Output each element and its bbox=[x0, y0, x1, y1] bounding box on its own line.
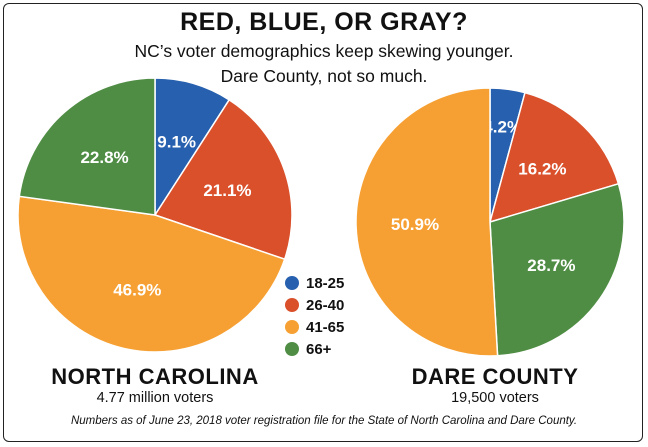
north-carolina-pie: 9.1% 21.1% 46.9% 22.8% bbox=[17, 77, 293, 353]
north-carolina-label-26-40: 21.1% bbox=[203, 181, 251, 200]
dare-county-pie: 4.2% 16.2% 28.7% 50.9% bbox=[355, 87, 625, 357]
chart-frame bbox=[3, 3, 643, 442]
chart-subtitle-line-2: Dare County, not so much. bbox=[220, 66, 428, 86]
dare-county-voter-count: 19,500 voters bbox=[451, 390, 539, 406]
north-carolina-slice-18-25 bbox=[154, 77, 231, 218]
north-carolina-voter-count: 4.77 million voters bbox=[96, 390, 214, 406]
legend-item-26-40: 26-40 bbox=[285, 294, 344, 316]
legend-label-18-25: 18-25 bbox=[306, 274, 345, 292]
north-carolina-title: NORTH CAROLINA bbox=[51, 364, 259, 389]
legend: 18-25 26-40 41-65 66+ bbox=[285, 272, 344, 360]
legend-swatch-41-65 bbox=[285, 320, 299, 334]
north-carolina-slice-41-65 bbox=[17, 195, 286, 353]
dare-county-slice-66-plus bbox=[489, 182, 625, 357]
dare-county-title: DARE COUNTY bbox=[411, 364, 579, 389]
dare-county-label-66-plus: 28.7% bbox=[527, 256, 575, 275]
chart-subtitle-line-1: NC’s voter demographics keep skewing you… bbox=[134, 41, 514, 61]
legend-label-66-plus: 66+ bbox=[306, 340, 332, 358]
north-carolina-slice-26-40 bbox=[153, 98, 293, 261]
dare-county-label-18-25: 4.2% bbox=[483, 117, 522, 136]
dare-county-label-41-65: 50.9% bbox=[391, 215, 439, 234]
dare-county-label-26-40: 16.2% bbox=[518, 159, 566, 178]
north-carolina-label-18-25: 9.1% bbox=[157, 132, 196, 151]
north-carolina-label-41-65: 46.9% bbox=[113, 281, 161, 300]
chart-title: RED, BLUE, OR GRAY? bbox=[180, 8, 468, 36]
legend-item-41-65: 41-65 bbox=[285, 316, 344, 338]
north-carolina-slice-66-plus bbox=[18, 77, 156, 216]
legend-label-41-65: 41-65 bbox=[306, 318, 345, 336]
legend-label-26-40: 26-40 bbox=[306, 296, 345, 314]
legend-swatch-26-40 bbox=[285, 298, 299, 312]
legend-item-18-25: 18-25 bbox=[285, 272, 344, 294]
dare-county-slice-26-40 bbox=[488, 91, 620, 224]
footnote: Numbers as of June 23, 2018 voter regist… bbox=[70, 415, 578, 427]
legend-swatch-18-25 bbox=[285, 276, 299, 290]
dare-county-slice-41-65 bbox=[355, 87, 499, 357]
north-carolina-label-66-plus: 22.8% bbox=[80, 148, 128, 167]
legend-swatch-66-plus bbox=[285, 342, 299, 356]
legend-item-66-plus: 66+ bbox=[285, 338, 344, 360]
